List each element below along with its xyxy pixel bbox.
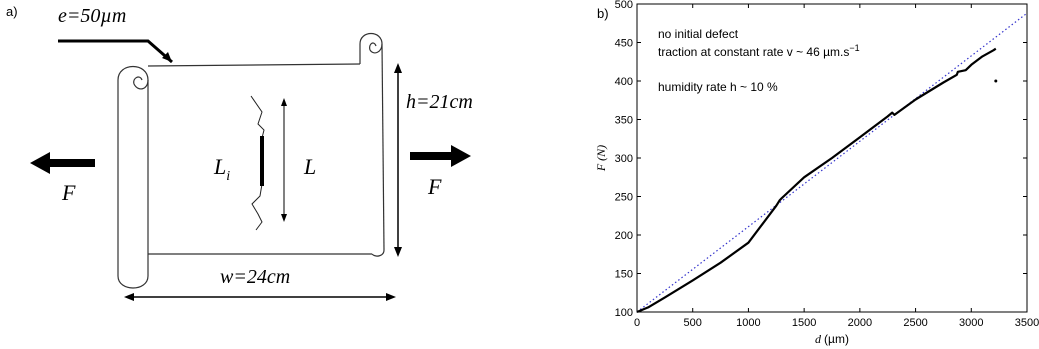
x-tick-label: 500 xyxy=(684,317,702,329)
annotation-line2: traction at constant rate v ~ 46 µm.s−1 xyxy=(658,43,860,59)
width-label: w=24cm xyxy=(220,266,290,288)
force-right-label: F xyxy=(427,174,442,199)
height-label: h=21cm xyxy=(406,91,473,113)
y-tick-label: 100 xyxy=(615,307,633,319)
thickness-pointer-head xyxy=(162,52,172,62)
thickness-pointer xyxy=(58,39,173,64)
annotation-line3: humidity rate h ~ 10 % xyxy=(658,80,778,94)
y-tick-label: 150 xyxy=(615,269,633,281)
y-tick-label: 200 xyxy=(615,230,633,242)
y-axis-label: F(N) xyxy=(594,145,608,172)
thickness-label: e=50µm xyxy=(58,5,126,27)
x-tick-label: 3500 xyxy=(1015,317,1039,329)
panel-b-label: b) xyxy=(597,6,609,21)
y-tick-label: 500 xyxy=(615,0,633,11)
y-tick-label: 350 xyxy=(615,115,633,127)
y-tick-label: 400 xyxy=(615,76,633,88)
crack-drawing xyxy=(250,95,265,231)
annotation-line1: no initial defect xyxy=(658,27,739,41)
crack-length-label: L xyxy=(303,154,316,179)
force-left-arrow xyxy=(30,152,95,174)
y-tick-labels: 100 150 200 250 300 350 400 450 500 xyxy=(615,0,633,319)
x-tick-labels: 0 500 1000 1500 2000 2500 3000 3500 xyxy=(634,317,1039,329)
x-tick-label: 2500 xyxy=(903,317,927,329)
initial-crack-label: Li xyxy=(213,154,230,184)
paper-sheet xyxy=(117,32,385,289)
x-tick-label: 2000 xyxy=(848,317,872,329)
x-axis-label: d (µm) xyxy=(815,332,849,346)
series-measured xyxy=(636,47,997,314)
force-left-label: F xyxy=(61,180,76,205)
panel-a-label: a) xyxy=(6,4,18,19)
y-tick-label: 300 xyxy=(615,153,633,165)
x-tick-label: 3000 xyxy=(959,317,983,329)
y-tick-label: 450 xyxy=(615,38,633,50)
series-linear-fit xyxy=(636,12,1028,313)
outlier-point xyxy=(994,79,998,83)
force-right-arrow xyxy=(410,145,471,167)
x-tick-label: 1000 xyxy=(736,317,760,329)
x-tick-label: 0 xyxy=(634,317,640,329)
x-tick-label: 1500 xyxy=(792,317,816,329)
y-tick-label: 250 xyxy=(615,192,633,204)
